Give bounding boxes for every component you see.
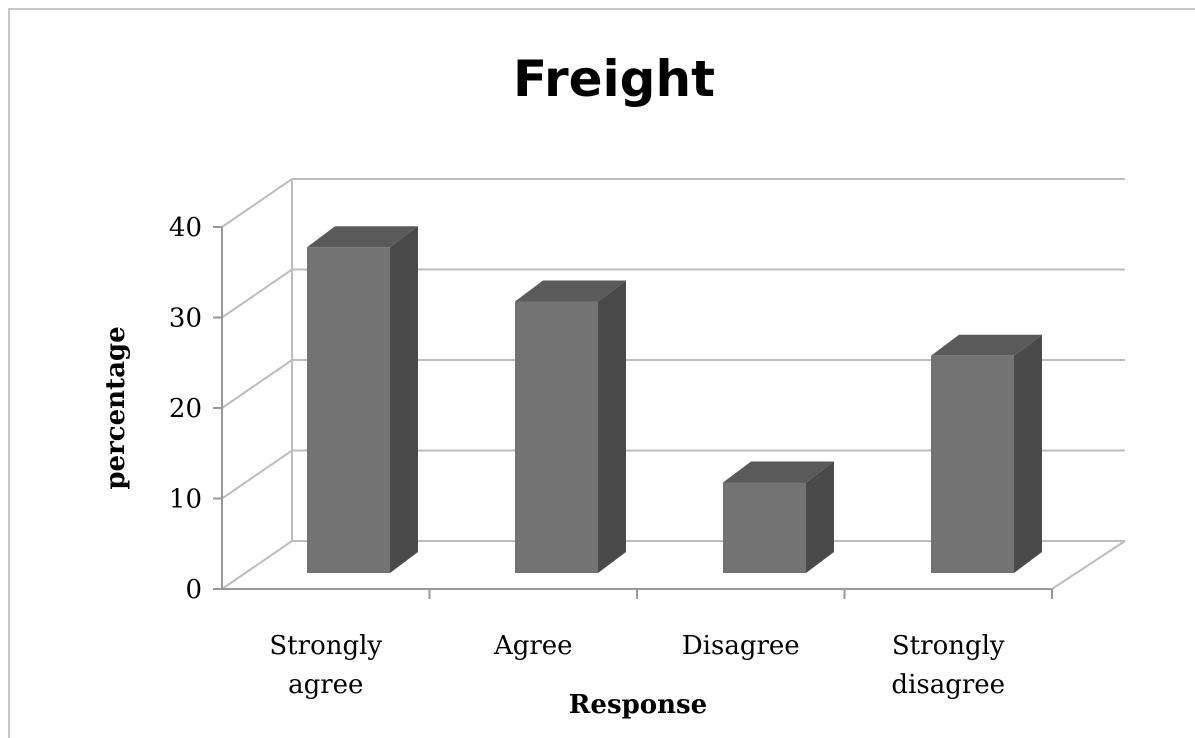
bar <box>723 461 834 573</box>
x-tick-label: Strongly disagree <box>891 631 1005 700</box>
y-tick-labels: 0 10 20 30 40 <box>169 213 202 605</box>
bar-front <box>931 355 1014 573</box>
floor-edge <box>1051 540 1126 590</box>
bar-top <box>515 280 626 302</box>
bars <box>307 226 1042 573</box>
bar-top <box>931 334 1042 356</box>
gridline-depth <box>221 178 293 228</box>
gridline-depth <box>221 540 293 590</box>
bar-front <box>307 247 390 573</box>
gridline-depth <box>221 359 293 409</box>
bar-side <box>806 461 834 573</box>
bar-top <box>723 461 834 483</box>
bar-front <box>723 482 806 573</box>
y-tick-label: 10 <box>169 485 202 515</box>
x-axis-title: Response <box>569 690 707 720</box>
axes <box>213 226 1053 599</box>
x-tick-label: Disagree <box>682 631 800 661</box>
bar <box>307 226 418 573</box>
bar <box>931 334 1042 573</box>
bar-front <box>515 301 598 573</box>
gridline-depth <box>221 449 293 500</box>
bar-side <box>390 226 418 573</box>
x-tick-label: Agree <box>493 631 573 661</box>
gridline-depth <box>221 268 293 319</box>
x-tick-labels: Strongly agree Agree Disagree Strongly disagr… <box>269 631 1005 700</box>
y-tick-label: 20 <box>169 394 202 424</box>
y-tick-label: 40 <box>169 213 202 243</box>
y-tick-label: 0 <box>185 575 202 605</box>
y-tick-label: 30 <box>169 304 202 334</box>
bar-top <box>307 226 418 248</box>
chart-title: Freight <box>513 50 715 108</box>
x-tick-label: Strongly agree <box>269 631 382 700</box>
bar-side <box>1014 334 1042 573</box>
y-axis-title: percentage <box>101 326 131 489</box>
bar <box>515 280 626 573</box>
bar-side <box>598 280 626 573</box>
